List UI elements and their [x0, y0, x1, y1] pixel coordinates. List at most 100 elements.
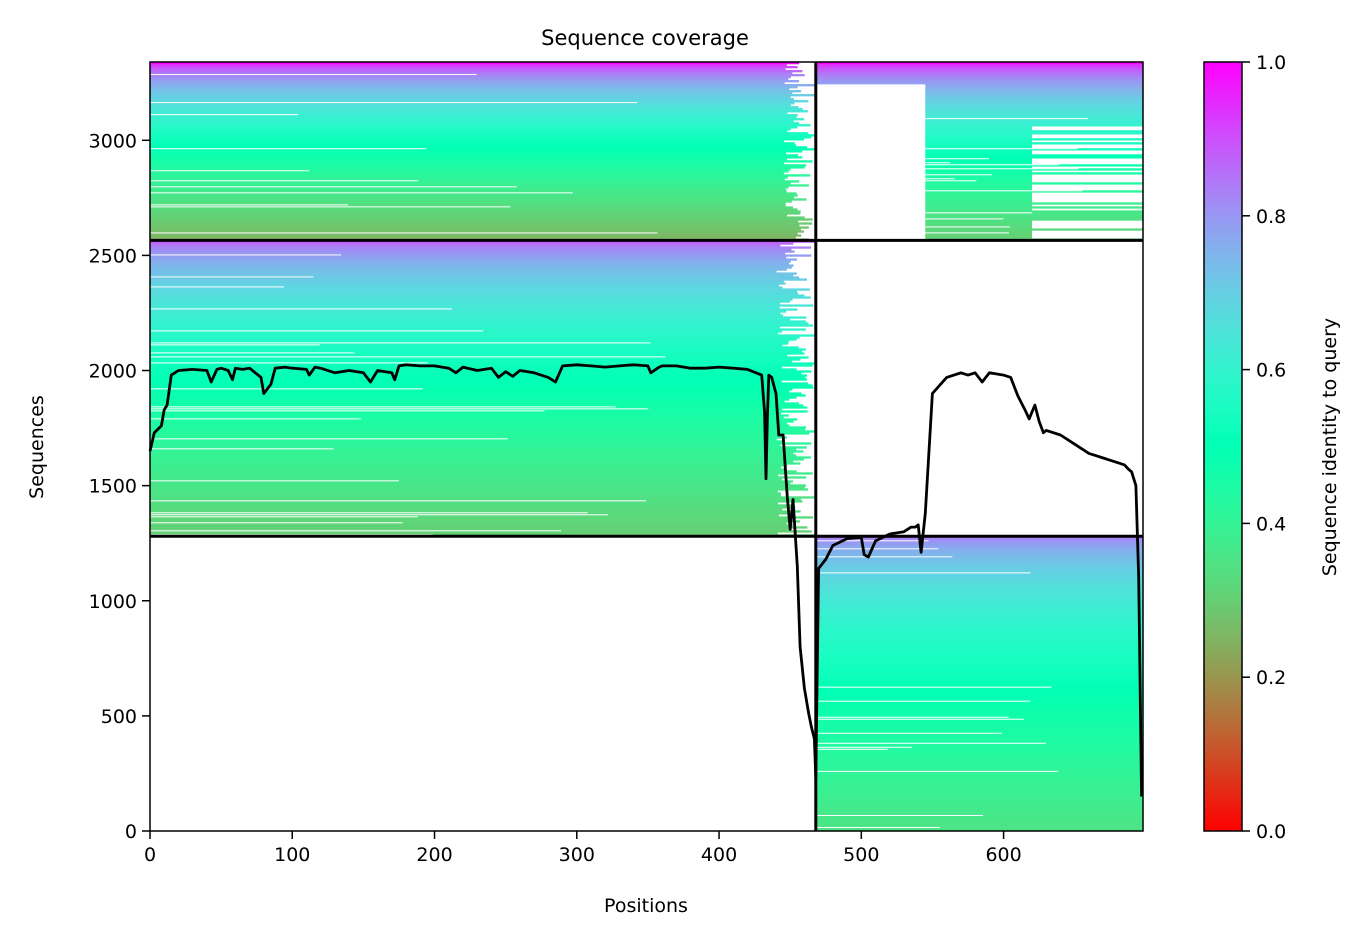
- heatmap-row: [150, 346, 799, 349]
- heatmap-row: [815, 732, 1143, 736]
- heatmap-row: [925, 90, 1143, 93]
- heatmap-row: [150, 162, 784, 165]
- heatmap-row: [815, 618, 1143, 621]
- heatmap-row: [150, 284, 780, 287]
- heatmap-row: [150, 102, 795, 105]
- heatmap-row: [925, 92, 1143, 95]
- heatmap-row: [150, 230, 804, 233]
- heatmap-row: [150, 140, 784, 143]
- heatmap-row: [150, 370, 812, 373]
- heatmap-row: [150, 330, 783, 333]
- heatmap-row: [925, 172, 1143, 175]
- heatmap-row: [150, 514, 779, 517]
- heatmap-row: [150, 204, 786, 207]
- heatmap-row: [815, 784, 1143, 788]
- heatmap-row: [150, 418, 798, 421]
- heatmap-row: [925, 110, 1143, 113]
- heatmap-row: [150, 246, 811, 249]
- heatmap-row: [815, 674, 1143, 677]
- heatmap-row: [150, 372, 802, 375]
- heatmap-row: [150, 424, 790, 427]
- heatmap-row: [815, 586, 1143, 589]
- heatmap-row: [925, 194, 1032, 197]
- heatmap-row: [925, 230, 1032, 233]
- heatmap-row: [150, 182, 791, 185]
- heatmap-row: [815, 550, 1143, 553]
- heatmap-row: [150, 416, 784, 419]
- heatmap-row: [815, 726, 1143, 730]
- heatmap-row: [150, 180, 800, 183]
- heatmap-row: [815, 80, 1143, 83]
- heatmap-row: [150, 236, 796, 239]
- heatmap-row: [815, 696, 1143, 699]
- heatmap-row: [150, 332, 779, 335]
- heatmap-row: [150, 242, 794, 245]
- heatmap-row: [815, 826, 1143, 830]
- coverage-line: [148, 363, 1143, 797]
- heatmap-row: [815, 66, 1143, 69]
- heatmap-row: [150, 186, 789, 189]
- heatmap-row: [815, 602, 1143, 605]
- heatmap-row: [815, 702, 1143, 705]
- heatmap-row: [150, 396, 797, 399]
- heatmap-row: [815, 632, 1143, 635]
- heatmap-row: [150, 386, 814, 389]
- heatmap-gap: [815, 718, 1024, 720]
- heatmap-row: [925, 202, 1143, 205]
- heatmap-row: [815, 538, 1143, 541]
- heatmap-row: [150, 384, 813, 387]
- heatmap-row: [150, 342, 789, 345]
- heatmap-row: [815, 552, 1143, 555]
- heatmap-row: [150, 532, 778, 535]
- heatmap-row: [815, 754, 1143, 758]
- heatmap-gap: [815, 548, 939, 550]
- heatmap-row: [150, 252, 786, 255]
- heatmap-row: [925, 212, 1143, 215]
- heatmap-row: [815, 72, 1143, 75]
- heatmap-row: [815, 806, 1143, 810]
- heatmap-row: [150, 398, 790, 401]
- heatmap-row: [815, 682, 1143, 685]
- heatmap-row: [815, 758, 1143, 762]
- heatmap-gap: [150, 276, 314, 278]
- heatmap-gap: [150, 362, 428, 364]
- heatmap-row: [150, 168, 791, 171]
- heatmap-row: [150, 72, 793, 75]
- heatmap-row: [150, 122, 800, 125]
- heatmap-row: [150, 170, 789, 173]
- heatmap-row: [150, 360, 792, 363]
- heatmap-row: [150, 64, 787, 67]
- heatmap-row: [925, 102, 1143, 105]
- heatmap-row: [815, 592, 1143, 595]
- heatmap-row: [150, 502, 778, 505]
- heatmap-gap: [150, 522, 403, 524]
- heatmap-row: [150, 84, 815, 87]
- heatmap-row: [815, 694, 1143, 697]
- heatmap-row: [925, 142, 1143, 145]
- heatmap-row: [150, 314, 784, 317]
- heatmap-row: [925, 228, 1143, 231]
- heatmap-row: [925, 120, 1143, 123]
- heatmap-row: [150, 178, 785, 181]
- heatmap-row: [815, 722, 1143, 726]
- heatmap-row: [925, 176, 1032, 179]
- heatmap-gap: [150, 406, 616, 408]
- heatmap-row: [150, 420, 794, 423]
- heatmap-row: [815, 829, 1143, 832]
- heatmap-row: [925, 134, 1032, 137]
- heatmap-row: [815, 814, 1143, 818]
- heatmap-row: [925, 234, 1032, 237]
- heatmap-row: [815, 638, 1143, 641]
- heatmap-gap: [150, 438, 508, 440]
- heatmap-row: [815, 614, 1143, 617]
- heatmap-row: [925, 112, 1143, 115]
- heatmap-row: [815, 620, 1143, 623]
- heatmap-row: [815, 804, 1143, 808]
- heatmap-row: [150, 462, 801, 465]
- heatmap-gap: [925, 178, 955, 180]
- heatmap-row: [815, 700, 1143, 703]
- heatmap-row: [150, 172, 784, 175]
- heatmap-row: [150, 310, 787, 313]
- heatmap-gap: [815, 572, 1031, 574]
